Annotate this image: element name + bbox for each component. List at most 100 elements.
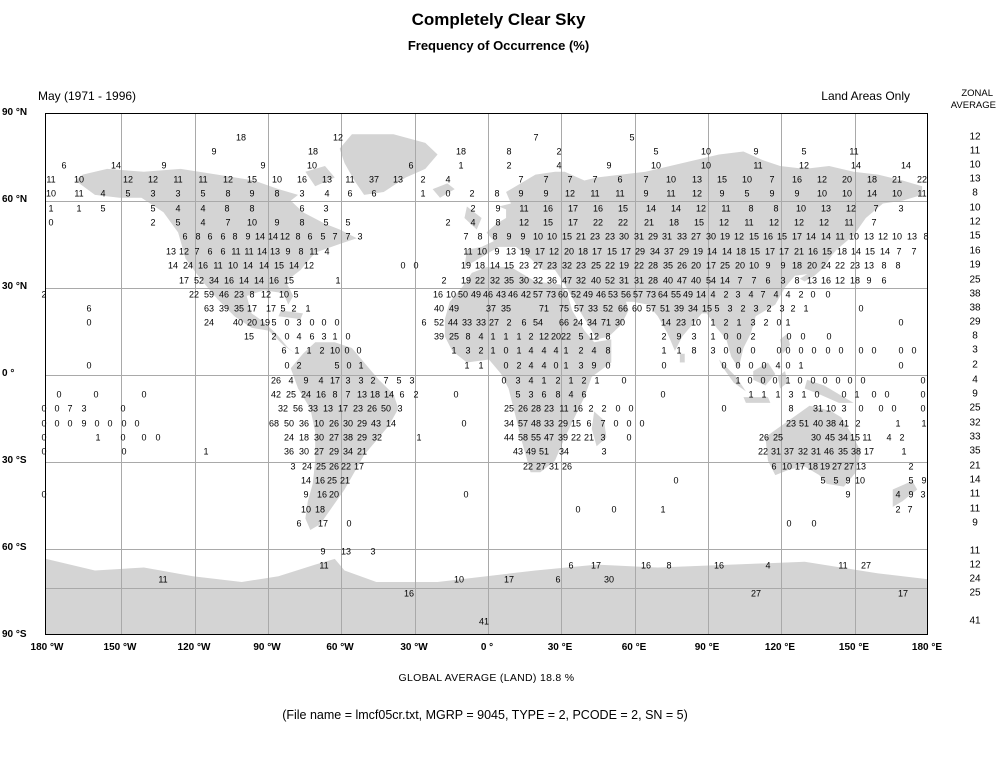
grid-value: 0 [871,389,877,400]
grid-value: 3 [299,188,305,199]
grid-value: 14 [242,260,254,271]
grid-value: 18 [791,260,803,271]
grid-value: 57 [645,303,657,314]
grid-value: 0 [346,518,352,529]
grid-value: 8 [332,389,338,400]
grid-value: 46 [218,289,230,300]
grid-value: 16 [713,560,725,571]
grid-value: 8 [249,203,255,214]
grid-value: 26 [270,375,282,386]
grid-value: 31 [618,275,630,286]
grid-value: 4 [591,345,597,356]
grid-value: 0 [736,345,742,356]
grid-value: 3 [515,375,521,386]
grid-value: 0 [120,403,126,414]
grid-value: 57 [573,303,585,314]
grid-value: 10 [546,231,558,242]
grid-value: 50 [457,289,469,300]
grid-value: 12 [588,331,600,342]
grid-value: 5 [334,360,340,371]
grid-value: 48 [530,418,542,429]
grid-value: 55 [530,432,542,443]
grid-value: 9 [518,188,524,199]
period-label: May (1971 - 1996) [38,89,137,103]
grid-value: 22 [604,260,616,271]
grid-value: 15 [821,246,833,257]
grid-value: 4 [541,360,547,371]
grid-value: 27 [328,432,340,443]
grid-value: 11 [463,246,473,257]
grid-value: 0 [284,360,290,371]
grid-value: 1 [358,360,364,371]
grid-value: 9 [780,260,786,271]
grid-value: 6 [220,231,226,242]
grid-value: 0 [605,360,611,371]
grid-value: 8 [923,231,929,242]
grid-value: 6 [182,231,188,242]
grid-value: 50 [380,403,392,414]
grid-value: 9 [753,146,759,157]
grid-value: 2 [661,331,667,342]
grid-value: 4 [175,203,181,214]
grid-value: 19 [819,461,831,472]
zonal-average-value: 12 [969,131,981,143]
grid-value: 26 [366,403,378,414]
grid-value: 17 [337,403,349,414]
grid-value: 33 [307,403,319,414]
grid-value: 0 [120,432,126,443]
map-plot: 18 12 7 5 9 18 18 8 2 5 10 9 5 11 6 14 9 9 10 6 1 2 4 9 10 10 11 12… [41,113,929,635]
zonal-average-value: 16 [969,245,981,257]
grid-value: 12 [564,188,576,199]
grid-value: 4 [528,375,534,386]
grid-value: 11 [319,560,329,571]
longitude-gridline [488,114,489,634]
grid-value: 41 [838,418,850,429]
grid-value: 51 [538,446,550,457]
grid-value: 10 [690,317,702,328]
grid-value: 0 [613,418,619,429]
longitude-axis-label: 90 °E [694,642,720,653]
grid-value: 8 [492,231,498,242]
grid-value: 11 [519,203,529,214]
grid-value: 0 [847,375,853,386]
grid-value: 17 [534,246,546,257]
grid-value: 7 [518,174,524,185]
grid-value: 6 [771,461,777,472]
grid-value: 30 [298,446,310,457]
grid-value: 38 [342,432,354,443]
grid-value: 14 [267,231,279,242]
grid-value: 5 [820,475,826,486]
zonal-average-value: 19 [969,259,981,271]
grid-value: 18 [836,246,848,257]
grid-value: 3 [750,317,756,328]
grid-value: 11 [744,217,754,228]
grid-value: 4 [470,217,476,228]
grid-value: 13 [806,275,818,286]
grid-value: 20 [734,260,746,271]
longitude-axis-label: 60 °E [621,642,647,653]
grid-value: 2 [445,217,451,228]
grid-value: 1 [735,375,741,386]
grid-value: 0 [786,331,792,342]
grid-value: 30 [603,574,615,585]
zonal-average-value: 41 [969,615,981,627]
grid-value: 9 [274,217,280,228]
grid-value: 13 [321,174,333,185]
grid-value: 9 [719,188,725,199]
grid-value: 0 [344,345,350,356]
grid-value: 11 [74,188,84,199]
grid-value: 10 [329,345,341,356]
grid-value: 1 [660,504,666,515]
latitude-gridline [46,549,927,550]
grid-value: 3 [601,446,607,457]
grid-value: 8 [881,260,887,271]
grid-value: 2 [319,345,325,356]
grid-value: 56 [292,403,304,414]
grid-value: 3 [727,303,733,314]
zonal-average-value: 10 [969,202,981,214]
grid-value: 10 [306,160,318,171]
grid-value: 7 [383,375,389,386]
grid-value: 5 [345,217,351,228]
grid-value: 4 [296,331,302,342]
grid-value: 24 [203,317,215,328]
